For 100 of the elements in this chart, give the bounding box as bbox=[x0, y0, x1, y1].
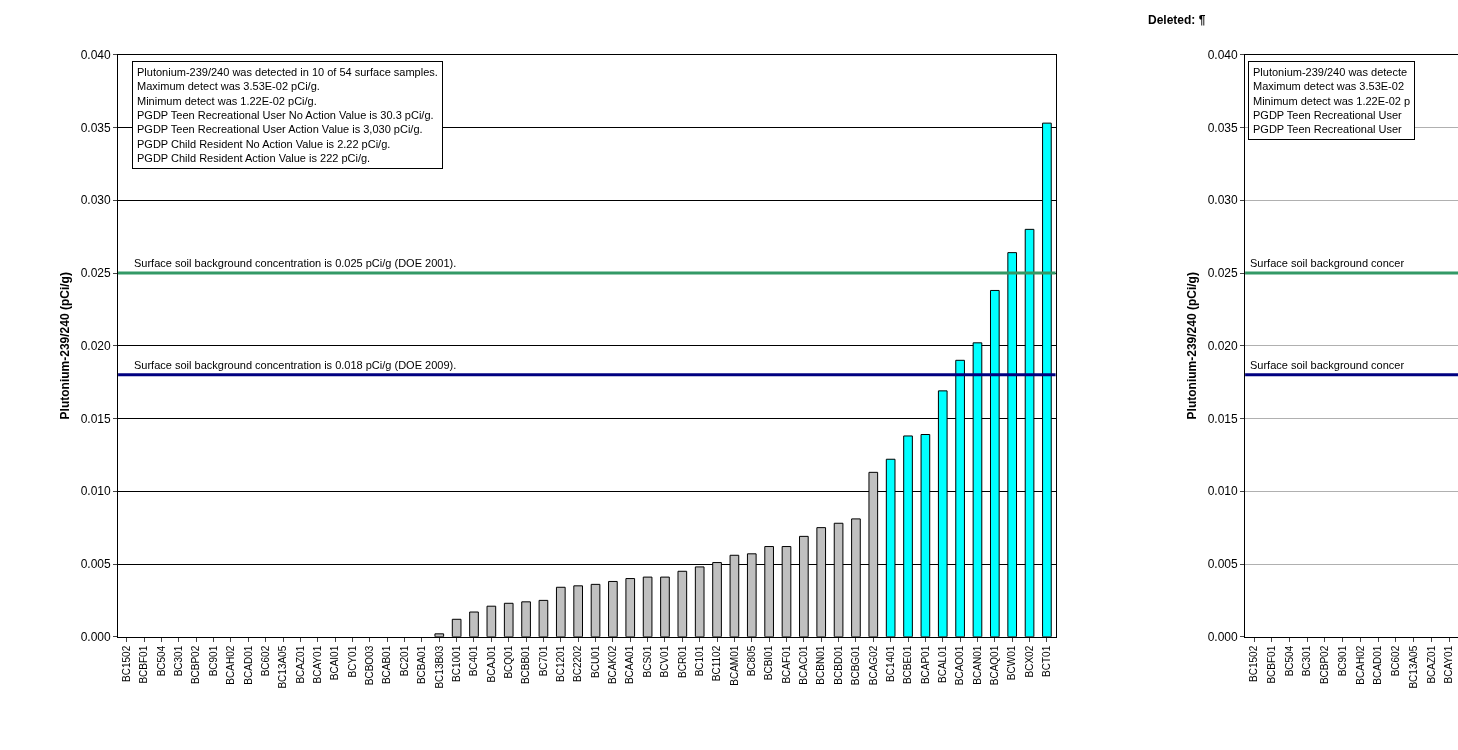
x-tick-label: BCAH02 bbox=[225, 645, 237, 685]
x-tick-label: BCBD01 bbox=[832, 645, 844, 685]
x-tick-label: BCX02 bbox=[1023, 645, 1035, 678]
x-tick-label: BCBG01 bbox=[850, 645, 862, 686]
x-tick-label: BCAZ01 bbox=[1425, 645, 1437, 684]
y-tick-label: 0.035 bbox=[1207, 120, 1239, 135]
annotation: Plutonium-239/240 was detecte bbox=[1253, 66, 1408, 78]
x-tick-label: BCBE01 bbox=[902, 645, 914, 685]
x-tick-label: BC1201 bbox=[555, 645, 567, 682]
y-tick-label: 0.030 bbox=[80, 193, 112, 208]
x-tick-label: BCV01 bbox=[659, 645, 671, 678]
annotation: Maximum detect was 3.53E-02 bbox=[1253, 80, 1405, 93]
x-tick-label: BCS01 bbox=[641, 645, 653, 678]
x-tick-label: BCBB01 bbox=[520, 645, 532, 685]
ref-line-label: Surface soil background concentration is 0.018 pCi/g (DOE 2009). bbox=[134, 359, 457, 371]
x-tick-label: BC1401 bbox=[884, 645, 896, 682]
x-tick-label: BC301 bbox=[1301, 645, 1313, 677]
annotation: PGDP Child Resident Action Value is 222 pCi/g. bbox=[137, 151, 371, 164]
x-tick-label: BC805 bbox=[746, 645, 758, 677]
x-tick-label: BCAC01 bbox=[798, 645, 810, 685]
y-tick-label: 0.030 bbox=[1207, 193, 1239, 208]
ref-line-label: Surface soil background concer bbox=[1250, 257, 1405, 269]
y-tick-label: 0.015 bbox=[1207, 411, 1239, 426]
x-tick-label: BCAI01 bbox=[329, 645, 341, 681]
x-tick-label: BCU01 bbox=[589, 645, 601, 678]
ref-line-label: Surface soil background concer bbox=[1250, 359, 1405, 371]
y-tick-label: 0.000 bbox=[80, 629, 112, 644]
x-tick-label: BC1001 bbox=[450, 645, 462, 682]
y-tick-label: 0.005 bbox=[80, 557, 112, 572]
y-tick-label: 0.020 bbox=[80, 338, 112, 353]
x-tick-label: BCY01 bbox=[346, 645, 358, 678]
y-tick-label: 0.025 bbox=[1207, 266, 1239, 281]
x-tick-label: BCR01 bbox=[676, 645, 688, 678]
x-tick-label: BCAH02 bbox=[1354, 645, 1366, 685]
x-tick-label: BCAB01 bbox=[381, 645, 393, 685]
x-tick-label: BCAG02 bbox=[867, 645, 879, 686]
ref-line-label: Surface soil background concentration is 0.025 pCi/g (DOE 2001). bbox=[134, 257, 457, 269]
x-tick-label: BC504 bbox=[155, 645, 167, 677]
y-tick-label: 0.025 bbox=[80, 266, 112, 281]
x-tick-label: BCQ01 bbox=[502, 645, 514, 679]
annotation: PGDP Child Resident No Action Value is 2.22 pCi/g. bbox=[137, 137, 391, 150]
x-tick-label: BC301 bbox=[173, 645, 185, 677]
y-tick-label: 0.005 bbox=[1207, 557, 1239, 572]
x-tick-label: BCAK02 bbox=[607, 645, 619, 685]
chart-title: Deleted: ¶ bbox=[1148, 13, 1206, 27]
annotation: PGDP Teen Recreational User bbox=[1253, 108, 1403, 121]
x-tick-label: BCAY01 bbox=[1443, 645, 1455, 684]
x-tick-label: BCBP02 bbox=[190, 645, 202, 685]
x-tick-label: BCBF01 bbox=[138, 645, 150, 684]
x-tick-label: BCAN01 bbox=[971, 645, 983, 685]
x-tick-label: BC1502 bbox=[121, 645, 133, 682]
x-tick-label: BCBO03 bbox=[364, 645, 376, 686]
x-tick-label: BCT01 bbox=[1041, 645, 1053, 677]
x-tick-label: BC101 bbox=[693, 645, 705, 677]
x-tick-label: BCAJ01 bbox=[485, 645, 497, 683]
x-tick-label: BCAO01 bbox=[954, 645, 966, 686]
x-tick-label: BCAD01 bbox=[1372, 645, 1384, 685]
x-tick-label: BCAL01 bbox=[937, 645, 948, 683]
y-tick-label: 0.010 bbox=[1207, 484, 1239, 499]
x-tick-label: BCAA01 bbox=[624, 645, 636, 685]
x-tick-label: BCAM01 bbox=[728, 645, 740, 686]
x-tick-label: BCBF01 bbox=[1265, 645, 1277, 684]
x-tick-label: BC13A05 bbox=[277, 645, 289, 689]
y-tick-label: 0.015 bbox=[80, 411, 112, 426]
y-tick-label: 0.040 bbox=[1207, 47, 1239, 62]
annotation: Plutonium-239/240 was detected in 10 of 54 surface samples. bbox=[137, 66, 438, 78]
y-axis-title: Plutonium-239/240 (pCi/g) bbox=[1185, 272, 1199, 420]
x-tick-label: BCAY01 bbox=[312, 645, 323, 684]
x-tick-label: BC1102 bbox=[711, 645, 723, 682]
y-axis-title: Plutonium-239/240 (pCi/g) bbox=[57, 272, 72, 420]
x-tick-label: BC13B03 bbox=[433, 645, 445, 689]
x-tick-label: BC602 bbox=[259, 645, 271, 677]
y-tick-label: 0.035 bbox=[80, 120, 112, 135]
annotation: PGDP Teen Recreational User Action Value is 3,030 pCi/g. bbox=[137, 123, 423, 136]
y-tick-label: 0.040 bbox=[80, 47, 112, 62]
x-tick-label: BCAQ01 bbox=[989, 645, 1001, 686]
x-tick-label: BC701 bbox=[537, 645, 549, 677]
x-tick-label: BC504 bbox=[1283, 645, 1295, 677]
x-tick-label: BCAF01 bbox=[780, 645, 792, 684]
y-tick-label: 0.010 bbox=[80, 484, 112, 499]
annotation: Maximum detect was 3.53E-02 pCi/g. bbox=[137, 80, 320, 93]
annotation: Minimum detect was 1.22E-02 p bbox=[1253, 94, 1411, 107]
x-tick-label: BCAD01 bbox=[242, 645, 254, 685]
x-tick-label: BC901 bbox=[207, 645, 219, 677]
x-tick-label: BC401 bbox=[468, 645, 480, 677]
x-tick-label: BCBP02 bbox=[1319, 645, 1331, 685]
x-tick-label: BC1502 bbox=[1248, 645, 1260, 682]
y-tick-label: 0.000 bbox=[1207, 629, 1239, 644]
x-tick-label: BCAZ01 bbox=[294, 645, 306, 684]
annotation: Minimum detect was 1.22E-02 pCi/g. bbox=[137, 94, 317, 107]
x-tick-label: BC2202 bbox=[572, 645, 584, 682]
x-tick-label: BCW01 bbox=[1006, 645, 1018, 681]
x-tick-label: BC901 bbox=[1336, 645, 1348, 677]
x-tick-label: BCBI01 bbox=[763, 645, 775, 681]
x-tick-label: BCBN01 bbox=[815, 645, 827, 685]
y-tick-label: 0.020 bbox=[1207, 338, 1239, 353]
x-tick-label: BCAP01 bbox=[919, 645, 931, 685]
x-tick-label: BC602 bbox=[1390, 645, 1402, 677]
annotation: PGDP Teen Recreational User bbox=[1253, 123, 1403, 136]
x-tick-label: BCBA01 bbox=[416, 645, 428, 685]
